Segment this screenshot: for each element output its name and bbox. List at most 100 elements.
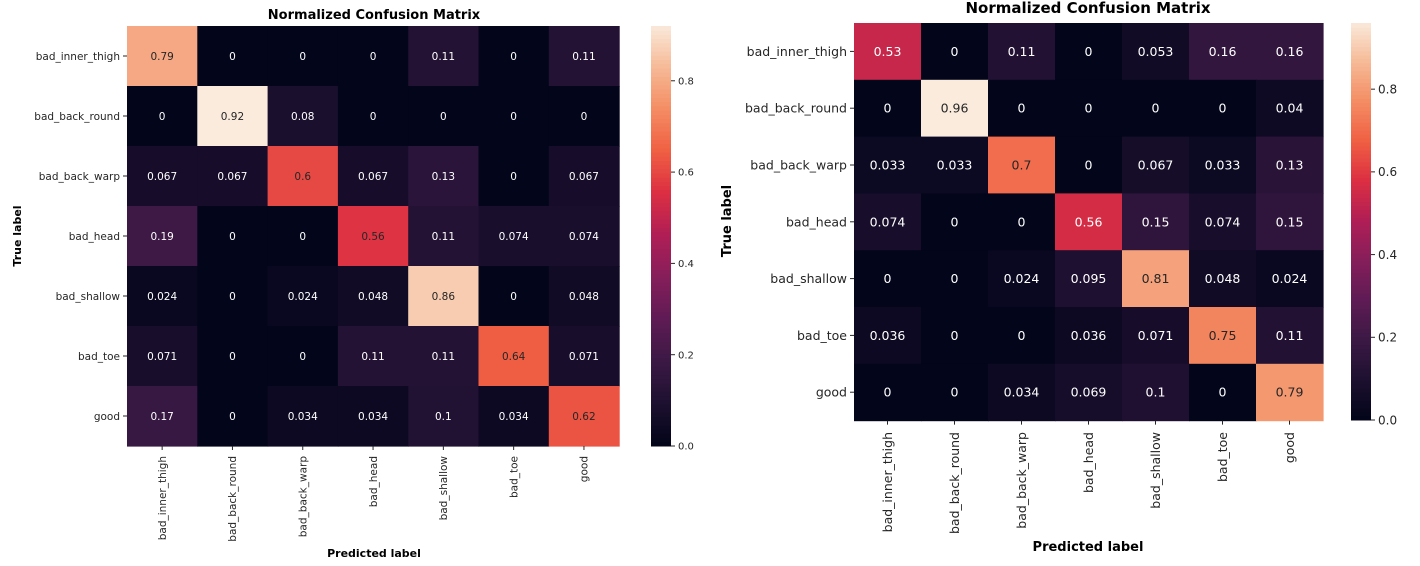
cell-value-label: 0.81 bbox=[1142, 271, 1170, 286]
colorbar-segment bbox=[651, 156, 671, 161]
cell-value-label: 0.071 bbox=[147, 351, 177, 363]
cell-value-label: 0.067 bbox=[147, 171, 177, 183]
colorbar-segment bbox=[1351, 185, 1371, 191]
heatmap-cell bbox=[408, 146, 480, 207]
heatmap-cell bbox=[337, 206, 409, 267]
colorbar-segment bbox=[651, 84, 671, 90]
colorbar-segment bbox=[651, 370, 671, 376]
heatmap-cell bbox=[478, 26, 550, 87]
colorbar-segment bbox=[1351, 225, 1371, 230]
colorbar-segment bbox=[1351, 285, 1371, 290]
cell-value-label: 0 bbox=[510, 51, 517, 63]
heatmap-cell bbox=[1122, 307, 1190, 365]
heatmap-panel-1: Normalized Confusion Matrix 0.79 0 0 0 0.11 0 0… bbox=[11, 8, 694, 560]
colorbar-segment bbox=[1351, 150, 1371, 155]
y-tick-label: bad_shallow bbox=[56, 291, 121, 303]
cell-value-label: 0.048 bbox=[1205, 271, 1241, 286]
colorbar-segment bbox=[651, 202, 671, 208]
colorbar-segment bbox=[1351, 94, 1371, 99]
heatmap-cell bbox=[1189, 250, 1257, 308]
colorbar-segment bbox=[1351, 277, 1371, 282]
cell-value-label: 0.074 bbox=[870, 214, 906, 229]
colorbar-segment bbox=[651, 257, 671, 262]
colorbar-segment bbox=[1351, 157, 1371, 163]
colorbar-segment bbox=[1351, 281, 1371, 286]
cell-value-label: 0 bbox=[1018, 214, 1026, 229]
heatmap-cell bbox=[1189, 23, 1257, 81]
y-tick-label: bad_back_warp bbox=[750, 158, 847, 173]
heatmap-cell bbox=[1055, 23, 1123, 81]
cell-value-label: 0.86 bbox=[432, 291, 456, 303]
x-tick-label: bad_inner_thigh bbox=[880, 432, 895, 532]
cell-value-label: 0.92 bbox=[221, 111, 244, 123]
colorbar-tick-label: 0.2 bbox=[1378, 331, 1397, 345]
colorbar-segment bbox=[651, 437, 671, 443]
colorbar-segment bbox=[651, 231, 671, 237]
cell-value-label: 0.048 bbox=[569, 291, 599, 303]
cell-value-label: 0.024 bbox=[288, 291, 318, 303]
colorbar-segment bbox=[1351, 257, 1371, 262]
cell-value-label: 0 bbox=[370, 51, 377, 63]
colorbar-segment bbox=[1351, 86, 1371, 91]
cell-value-label: 0.069 bbox=[1071, 385, 1107, 400]
heatmap-cell bbox=[267, 266, 339, 327]
cell-value-label: 0.11 bbox=[1008, 44, 1036, 59]
heatmap-cell bbox=[854, 363, 922, 422]
colorbar-segment bbox=[1351, 308, 1371, 314]
colorbar-segment bbox=[651, 357, 671, 363]
heatmap-cell bbox=[197, 326, 269, 387]
cell-value-label: 0.033 bbox=[870, 158, 906, 173]
x-tick-label: bad_inner_thigh bbox=[157, 456, 169, 540]
colorbar-segment bbox=[1351, 404, 1371, 409]
colorbar-segment bbox=[1351, 328, 1371, 334]
y-tick-label: good bbox=[94, 411, 120, 423]
colorbar-segment bbox=[651, 126, 671, 132]
colorbar-segment bbox=[651, 399, 671, 405]
x-tick-label: bad_head bbox=[368, 456, 380, 507]
colorbar-segment bbox=[1351, 360, 1371, 365]
colorbar-segment bbox=[1351, 304, 1371, 310]
cell-value-label: 0 bbox=[581, 111, 588, 123]
colorbar-tick-label: 0.8 bbox=[1378, 82, 1397, 96]
cell-value-label: 0.034 bbox=[288, 411, 318, 423]
colorbar-segment bbox=[1351, 154, 1371, 159]
colorbar-segment bbox=[651, 55, 671, 61]
heatmap-cell bbox=[408, 326, 480, 387]
colorbar-tick-label: 0.4 bbox=[1378, 248, 1397, 262]
cell-value-label: 0 bbox=[370, 111, 377, 123]
colorbar-segment bbox=[651, 278, 671, 283]
x-tick-label: bad_back_warp bbox=[1014, 432, 1029, 529]
colorbar-segment bbox=[651, 219, 671, 224]
colorbar-segment bbox=[1351, 380, 1371, 385]
heatmap-cell bbox=[127, 86, 198, 147]
cell-value-label: 0.13 bbox=[1276, 158, 1304, 173]
colorbar-segment bbox=[1351, 245, 1371, 250]
x-tick-label: bad_toe bbox=[508, 456, 520, 498]
heatmap-cell bbox=[1256, 193, 1324, 251]
colorbar-segment bbox=[651, 194, 671, 199]
colorbar-segment bbox=[1351, 253, 1371, 258]
colorbar-segment bbox=[1351, 288, 1371, 294]
colorbar-segment bbox=[1351, 316, 1371, 322]
y-tick-label: bad_back_round bbox=[34, 111, 120, 123]
heatmap-cell bbox=[988, 307, 1056, 365]
colorbar-segment bbox=[651, 286, 671, 292]
heatmap-cell bbox=[988, 193, 1056, 251]
heatmap-cell bbox=[197, 86, 269, 147]
colorbar-segment bbox=[1351, 193, 1371, 199]
heatmap-cell bbox=[854, 79, 922, 138]
colorbar-segment bbox=[651, 114, 671, 119]
colorbar-segment bbox=[1351, 249, 1371, 254]
colorbar-segment bbox=[651, 404, 671, 409]
heatmap-cell bbox=[267, 146, 339, 207]
cell-value-label: 0 bbox=[1018, 101, 1026, 116]
colorbar-segment bbox=[1351, 336, 1371, 342]
cell-value-label: 0.79 bbox=[1276, 385, 1304, 400]
x-axis-label: Predicted label bbox=[1033, 540, 1144, 555]
colorbar-segment bbox=[1351, 181, 1371, 187]
colorbar-segment bbox=[1351, 261, 1371, 266]
cell-value-label: 0 bbox=[1085, 44, 1093, 59]
colorbar-tick-label: 0.6 bbox=[1378, 165, 1397, 179]
heatmap-cell bbox=[267, 326, 339, 387]
cell-value-label: 0.11 bbox=[432, 231, 455, 243]
